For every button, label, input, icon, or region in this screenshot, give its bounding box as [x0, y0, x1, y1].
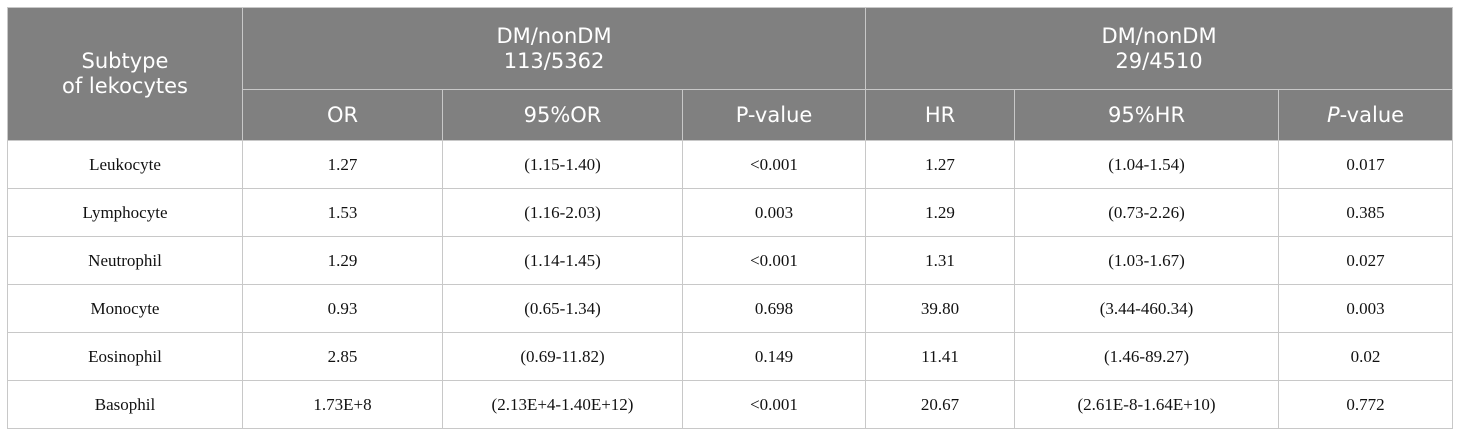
- hr-p-cell: 0.02: [1278, 332, 1454, 381]
- or-cell: 1.27: [242, 140, 443, 189]
- hr-ci-cell: (1.04-1.54): [1014, 140, 1280, 189]
- or-ci-cell: (1.14-1.45): [442, 236, 683, 285]
- or-ci-cell: (0.69-11.82): [442, 332, 683, 381]
- or-cell: 1.29: [242, 236, 443, 285]
- subtype-header-line2: of lekocytes: [62, 74, 188, 98]
- hr-p-rest: -value: [1339, 102, 1405, 127]
- subtype-cell: Basophil: [7, 380, 243, 429]
- hr-cell: 20.67: [865, 380, 1016, 429]
- subtype-cell: Neutrophil: [7, 236, 243, 285]
- hr-cell: 1.29: [865, 188, 1016, 237]
- hr-cell: 1.31: [865, 236, 1016, 285]
- hr-cell: 11.41: [865, 332, 1016, 381]
- or-ci-cell: (1.16-2.03): [442, 188, 683, 237]
- table-row: Lymphocyte 1.53 (1.16-2.03) 0.003 1.29 (…: [7, 188, 1454, 237]
- or-cell: 1.53: [242, 188, 443, 237]
- hr-p-column-header: P-value: [1278, 89, 1454, 141]
- group1-header-line1: DM/nonDM: [496, 23, 612, 48]
- table-row: Neutrophil 1.29 (1.14-1.45) <0.001 1.31 …: [7, 236, 1454, 285]
- hr-column-header: HR: [865, 89, 1016, 141]
- group1-header: DM/nonDM 113/5362: [241, 7, 867, 90]
- hr-ci-cell: (3.44-460.34): [1014, 284, 1280, 333]
- or-p-cell: <0.001: [681, 140, 867, 189]
- header-row-groups: Subtype of lekocytes DM/nonDM 113/5362 D…: [7, 7, 1454, 141]
- subtype-column-header: Subtype of lekocytes: [7, 7, 243, 141]
- or-cell: 0.93: [242, 284, 443, 333]
- or-p-cell: <0.001: [681, 380, 867, 429]
- table-row: Eosinophil 2.85 (0.69-11.82) 0.149 11.41…: [7, 332, 1454, 381]
- or-p-cell: 0.003: [681, 188, 867, 237]
- or-ci-column-header: 95%OR: [442, 89, 683, 141]
- hr-ci-column-header: 95%HR: [1014, 89, 1280, 141]
- header-row-columns: OR 95%OR P-value HR 95%HR P-value: [8, 89, 1454, 141]
- subtype-cell: Eosinophil: [7, 332, 243, 381]
- group2-header: DM/nonDM 29/4510: [865, 7, 1454, 90]
- hr-ci-cell: (1.46-89.27): [1014, 332, 1280, 381]
- or-ci-cell: (1.15-1.40): [442, 140, 683, 189]
- group2-header-line2: 29/4510: [1115, 48, 1203, 73]
- subtype-header-line1: Subtype: [81, 49, 169, 73]
- hr-p-cell: 0.385: [1278, 188, 1454, 237]
- or-cell: 2.85: [242, 332, 443, 381]
- hr-p-cell: 0.017: [1278, 140, 1454, 189]
- hr-p-cell: 0.003: [1278, 284, 1454, 333]
- results-table: Subtype of lekocytes DM/nonDM 113/5362 D…: [7, 7, 1454, 429]
- or-ci-cell: (2.13E+4-1.40E+12): [442, 380, 683, 429]
- table-row: Monocyte 0.93 (0.65-1.34) 0.698 39.80 (3…: [7, 284, 1454, 333]
- or-ci-cell: (0.65-1.34): [442, 284, 683, 333]
- hr-ci-cell: (0.73-2.26): [1014, 188, 1280, 237]
- or-p-cell: <0.001: [681, 236, 867, 285]
- hr-cell: 1.27: [865, 140, 1016, 189]
- hr-p-italic: P: [1327, 102, 1340, 127]
- hr-ci-cell: (2.61E-8-1.64E+10): [1014, 380, 1280, 429]
- or-p-column-header: P-value: [681, 89, 867, 141]
- subtype-cell: Lymphocyte: [7, 188, 243, 237]
- subtype-cell: Monocyte: [7, 284, 243, 333]
- subtype-cell: Leukocyte: [7, 140, 243, 189]
- table-row: Basophil 1.73E+8 (2.13E+4-1.40E+12) <0.0…: [7, 380, 1454, 429]
- group2-header-line1: DM/nonDM: [1101, 23, 1217, 48]
- group1-header-line2: 113/5362: [503, 48, 605, 73]
- hr-p-cell: 0.027: [1278, 236, 1454, 285]
- table-row: Leukocyte 1.27 (1.15-1.40) <0.001 1.27 (…: [7, 140, 1454, 189]
- or-p-cell: 0.149: [681, 332, 867, 381]
- or-cell: 1.73E+8: [242, 380, 443, 429]
- hr-p-cell: 0.772: [1278, 380, 1454, 429]
- hr-cell: 39.80: [865, 284, 1016, 333]
- or-column-header: OR: [242, 89, 443, 141]
- hr-ci-cell: (1.03-1.67): [1014, 236, 1280, 285]
- or-p-cell: 0.698: [681, 284, 867, 333]
